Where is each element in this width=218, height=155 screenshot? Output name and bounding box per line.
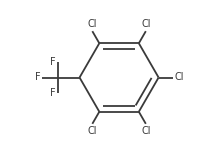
Text: F: F — [50, 88, 56, 98]
Text: F: F — [50, 57, 56, 67]
Text: Cl: Cl — [141, 19, 151, 29]
Text: Cl: Cl — [88, 126, 97, 136]
Text: Cl: Cl — [141, 126, 151, 136]
Text: F: F — [35, 73, 41, 82]
Text: Cl: Cl — [174, 73, 184, 82]
Text: Cl: Cl — [88, 19, 97, 29]
